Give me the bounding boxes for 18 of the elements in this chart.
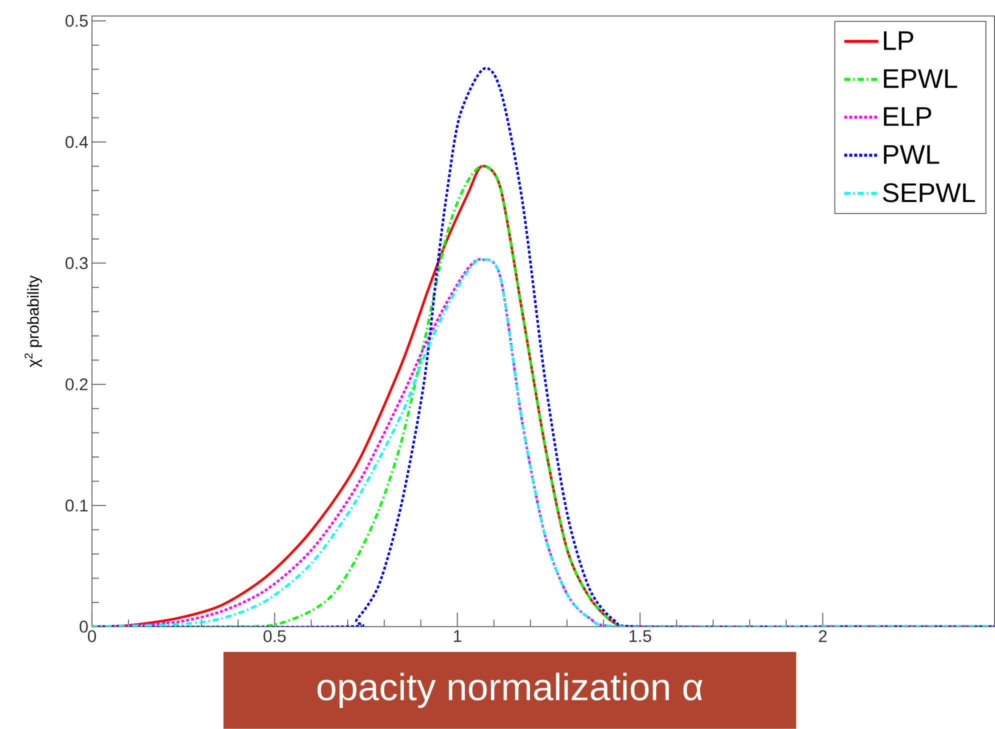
y-tick-label: 0.5 bbox=[66, 14, 88, 27]
legend-label: LP bbox=[884, 31, 914, 50]
legend-label: PWL bbox=[884, 145, 940, 164]
legend-label: EPWL bbox=[884, 69, 958, 88]
y-tick-label: 0 bbox=[80, 620, 88, 633]
x-axis-title: opacity normalization α bbox=[318, 672, 703, 708]
y-tick-label: 0.1 bbox=[66, 500, 88, 512]
x-tick-label: 1.5 bbox=[630, 630, 652, 642]
x-tick-label: 1 bbox=[454, 630, 462, 642]
x-tick-label: 0 bbox=[88, 630, 96, 642]
y-tick-label: 0.4 bbox=[66, 136, 88, 148]
legend-label: ELP bbox=[884, 107, 932, 126]
x-tick-label: 2 bbox=[818, 630, 827, 642]
legend-label: SEPWL bbox=[882, 183, 976, 202]
x-tick-label: 0.5 bbox=[264, 630, 286, 642]
y-tick-label: 0.3 bbox=[66, 257, 88, 270]
y-tick-label: 0.2 bbox=[66, 378, 88, 390]
y-axis-title: χ$^{2}$ probability bbox=[24, 275, 42, 368]
